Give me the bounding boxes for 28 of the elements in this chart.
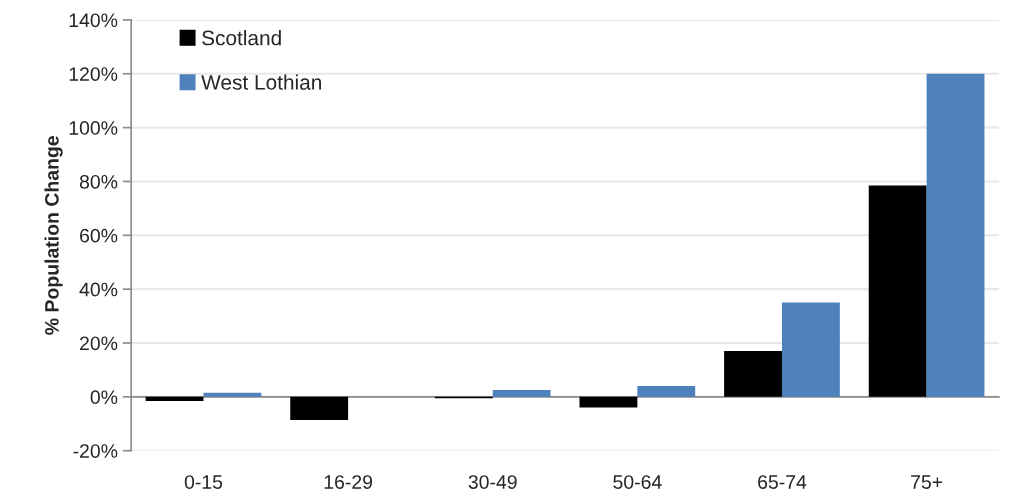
x-tick-label: 75+ [911, 475, 943, 489]
y-tick-label: 20% [80, 336, 118, 351]
bar [492, 390, 551, 397]
bar [868, 185, 927, 397]
bar [637, 386, 696, 397]
y-axis-title: % Population Change [44, 136, 63, 335]
y-tick-label: 0% [90, 390, 118, 405]
legend-label: Scotland [202, 30, 281, 46]
bar [724, 351, 782, 397]
bar [781, 302, 840, 397]
y-tick-label: -20% [73, 444, 118, 458]
x-tick-label: 50-64 [613, 475, 662, 489]
y-tick-label: 120% [69, 67, 118, 81]
y-tick-label: 140% [69, 13, 118, 28]
bar [290, 396, 349, 420]
x-tick-label: 30-49 [468, 475, 517, 489]
x-tick-label: 16-29 [324, 475, 373, 489]
legend-label: West Lothian [201, 74, 321, 90]
y-tick-label: 40% [79, 282, 118, 297]
y-tick-label: 80% [79, 174, 118, 189]
x-tick-label: 0-15 [184, 475, 223, 489]
x-tick-label: 65-74 [758, 475, 807, 489]
bar [579, 396, 638, 408]
y-tick-label: 60% [80, 228, 118, 243]
bar [203, 392, 262, 397]
y-tick-label: 100% [69, 121, 118, 135]
bar [145, 396, 204, 401]
bar [926, 73, 985, 397]
